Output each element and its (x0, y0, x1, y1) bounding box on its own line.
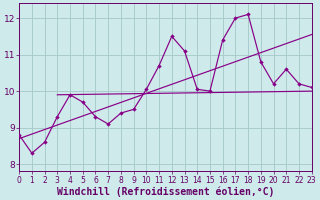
Point (68, 93, 73, 96)
X-axis label: Windchill (Refroidissement éolien,°C): Windchill (Refroidissement éolien,°C) (57, 186, 274, 197)
Point (233, 16, 238, 20)
Point (182, 49, 187, 53)
Point (220, 38, 225, 42)
Point (144, 88, 149, 91)
Point (80, 100, 85, 104)
Point (17, 133, 22, 137)
Point (131, 108, 136, 111)
Point (284, 68, 289, 71)
Point (258, 60, 263, 64)
Point (156, 64, 162, 67)
Point (271, 82, 276, 85)
Point (106, 122, 111, 126)
Point (55, 115, 60, 118)
Point (195, 88, 200, 91)
Point (296, 82, 301, 85)
Point (245, 13, 251, 16)
Point (118, 111, 124, 115)
Point (93, 115, 98, 118)
Point (207, 90, 212, 93)
Point (309, 86, 314, 89)
Point (42, 141, 47, 144)
Point (29, 152, 35, 155)
Point (169, 35, 174, 38)
